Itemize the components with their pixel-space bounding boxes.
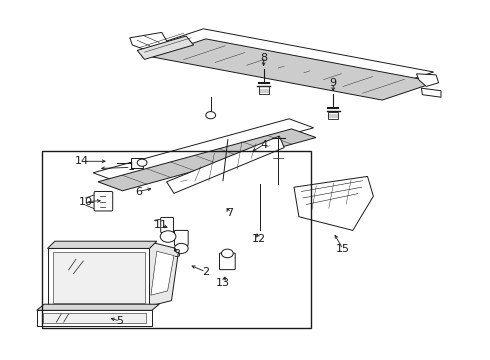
Polygon shape: [48, 241, 157, 248]
Text: 8: 8: [260, 53, 267, 63]
Text: 11: 11: [154, 220, 168, 230]
Polygon shape: [130, 32, 169, 52]
Polygon shape: [53, 252, 145, 303]
Text: 9: 9: [330, 78, 337, 88]
Text: 5: 5: [117, 316, 123, 326]
Polygon shape: [152, 39, 436, 100]
FancyBboxPatch shape: [220, 253, 235, 270]
Circle shape: [137, 159, 147, 166]
Circle shape: [221, 249, 233, 258]
Polygon shape: [137, 36, 194, 59]
Polygon shape: [48, 248, 149, 307]
Polygon shape: [416, 74, 439, 86]
Polygon shape: [421, 88, 441, 97]
FancyBboxPatch shape: [94, 192, 113, 211]
Polygon shape: [43, 313, 146, 323]
Text: 15: 15: [336, 244, 350, 254]
Text: 14: 14: [75, 156, 89, 166]
Text: 10: 10: [79, 197, 93, 207]
Circle shape: [174, 243, 188, 253]
Text: 6: 6: [135, 186, 142, 197]
Bar: [42, 151, 311, 328]
Polygon shape: [294, 176, 373, 230]
FancyBboxPatch shape: [174, 230, 188, 246]
FancyBboxPatch shape: [131, 158, 143, 168]
Text: 13: 13: [216, 278, 230, 288]
Polygon shape: [149, 29, 434, 90]
Polygon shape: [98, 129, 316, 191]
Polygon shape: [167, 136, 284, 193]
Polygon shape: [259, 86, 269, 94]
Polygon shape: [37, 310, 152, 326]
Polygon shape: [147, 243, 179, 307]
Polygon shape: [93, 119, 314, 182]
Circle shape: [160, 231, 176, 242]
Text: 12: 12: [252, 234, 266, 244]
Text: 2: 2: [202, 267, 209, 277]
Text: 3: 3: [173, 249, 180, 259]
Polygon shape: [37, 304, 159, 310]
Circle shape: [206, 112, 216, 119]
Polygon shape: [151, 251, 174, 295]
Text: 4: 4: [260, 140, 267, 150]
Polygon shape: [328, 112, 338, 119]
Text: 7: 7: [226, 208, 233, 218]
Text: 1: 1: [127, 162, 134, 172]
FancyBboxPatch shape: [161, 217, 173, 233]
